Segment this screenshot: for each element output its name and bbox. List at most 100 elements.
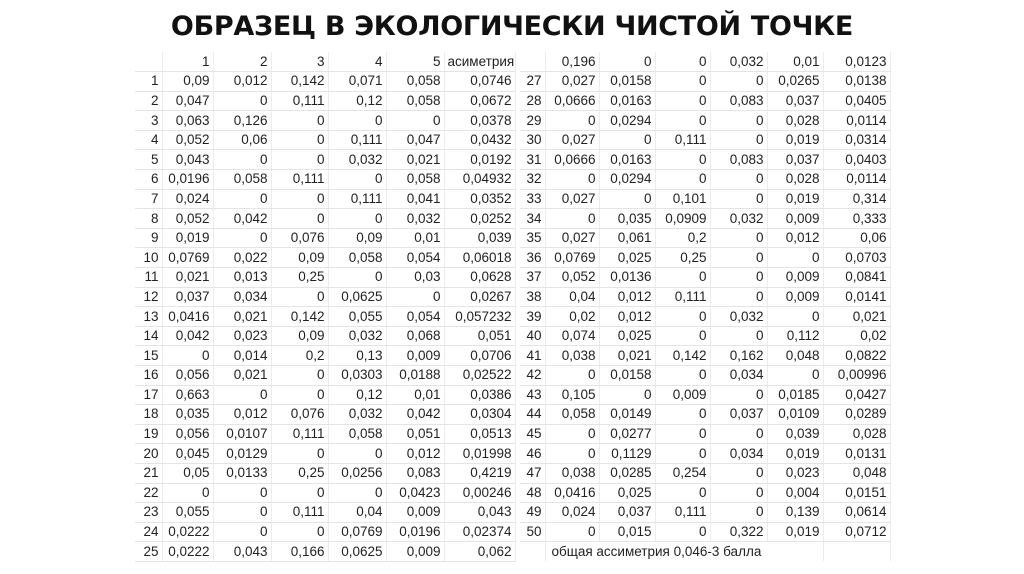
value-cell: 0 <box>271 522 329 543</box>
value-cell: 0,021 <box>386 149 445 171</box>
table-row: 13 0,0416 0,021 0,142 0,055 0,054 0,057232 <box>135 306 516 327</box>
table-row: 25 0,0222 0,043 0,166 0,0625 0,009 0,062 <box>135 541 516 562</box>
table-row: 38 0,04 0,012 0,111 0 0,009 0,0141 <box>520 287 891 308</box>
value-cell: 0 <box>655 71 711 92</box>
value-cell: 0 <box>545 443 600 464</box>
value-cell: 0 <box>655 52 711 73</box>
value-cell: 0,021 <box>599 345 656 366</box>
value-cell: 0 <box>213 502 272 523</box>
value-cell: 0 <box>545 365 600 386</box>
value-cell: 0,0294 <box>599 169 656 190</box>
value-cell: 0,061 <box>599 228 656 249</box>
value-cell: 0,0133 <box>213 463 272 484</box>
value-cell: 0,0256 <box>328 463 387 484</box>
value-cell: 0,058 <box>328 424 387 445</box>
value-cell: 0,02522 <box>444 365 516 386</box>
value-cell: 0,1129 <box>599 443 656 464</box>
value-cell: 0 <box>655 424 711 445</box>
value-cell: 0 <box>710 326 768 347</box>
value-cell: 0,063 <box>162 110 214 131</box>
value-cell: 0,06 <box>823 228 891 249</box>
row-number-cell: 30 <box>520 130 546 151</box>
row-number-cell: 27 <box>520 71 546 92</box>
value-cell: 0 <box>710 267 768 288</box>
table-row: 43 0,105 0 0,009 0 0,0185 0,0427 <box>520 385 891 406</box>
value-cell: 0,0163 <box>599 91 656 112</box>
value-cell: 0 <box>599 52 656 73</box>
value-cell: 0,051 <box>386 424 445 445</box>
value-cell: 0 <box>710 228 768 249</box>
value-cell: 0 <box>545 110 600 131</box>
value-cell: 0 <box>328 208 387 229</box>
table-row: 12 0,037 0,034 0 0,0625 0 0,0267 <box>135 287 516 308</box>
value-cell: 0 <box>328 267 387 288</box>
row-number-cell: 18 <box>135 404 163 425</box>
value-cell: 0,042 <box>213 208 272 229</box>
value-cell: 0,032 <box>710 208 768 229</box>
value-cell: 0 <box>545 208 600 229</box>
table-row: 10 0,0769 0,022 0,09 0,058 0,054 0,06018 <box>135 247 516 269</box>
value-cell: 0,0769 <box>328 522 387 543</box>
value-cell: 0,035 <box>599 208 656 229</box>
table-row: 14 0,042 0,023 0,09 0,032 0,068 0,051 <box>135 326 516 347</box>
value-cell: 0,663 <box>162 385 214 406</box>
value-cell: 0 <box>655 267 711 288</box>
value-cell: 0,254 <box>655 463 711 484</box>
row-number-cell: 37 <box>520 267 546 288</box>
value-cell: 0,142 <box>271 71 329 92</box>
value-cell: 0 <box>655 149 711 171</box>
value-cell: 0,013 <box>213 267 272 288</box>
value-cell: 0 <box>271 443 329 464</box>
value-cell: 0,0114 <box>823 110 891 131</box>
row-number-cell: 29 <box>520 110 546 131</box>
row-number-cell: 39 <box>520 306 546 327</box>
value-cell: 0 <box>545 522 600 543</box>
value-cell: 0,0123 <box>823 52 891 73</box>
value-cell: 0,0149 <box>599 404 656 425</box>
value-cell: 0,162 <box>710 345 768 366</box>
value-cell: 0,0131 <box>823 443 891 464</box>
value-cell: 0,0136 <box>599 267 656 288</box>
table-row: 23 0,055 0 0,111 0,04 0,009 0,043 <box>135 502 516 523</box>
table-row: 35 0,027 0,061 0,2 0 0,012 0,06 <box>520 228 891 249</box>
value-cell: 0,0706 <box>444 345 516 366</box>
value-cell: 0,111 <box>271 91 329 112</box>
value-cell: 0,0314 <box>823 130 891 151</box>
value-cell: 0 <box>655 91 711 112</box>
value-cell: 0,048 <box>767 345 824 366</box>
value-cell: 0,111 <box>271 424 329 445</box>
value-cell: 0,25 <box>655 247 711 269</box>
row-number-cell: 7 <box>135 189 163 210</box>
value-cell: 0,0703 <box>823 247 891 269</box>
value-cell: 0,04 <box>545 287 600 308</box>
row-number-cell: 43 <box>520 385 546 406</box>
value-cell: 0,139 <box>767 502 824 523</box>
value-cell: 0,039 <box>444 228 516 249</box>
table-row: 46 0 0,1129 0 0,034 0,019 0,0131 <box>520 443 891 464</box>
row-number-cell: 5 <box>135 149 163 171</box>
value-cell: 0,0138 <box>823 71 891 92</box>
row-number-cell <box>135 52 163 73</box>
value-cell: 0,04932 <box>444 169 516 190</box>
value-cell: 0,047 <box>386 130 445 151</box>
value-cell: 0 <box>710 110 768 131</box>
value-cell: 0 <box>655 326 711 347</box>
value-cell: 0 <box>767 247 824 269</box>
row-number-cell: 28 <box>520 91 546 112</box>
value-cell: 0,09 <box>271 326 329 347</box>
value-cell: 0 <box>271 385 329 406</box>
table-row: 48 0,0416 0,025 0 0 0,004 0,0151 <box>520 483 891 504</box>
value-cell: 0,083 <box>386 463 445 484</box>
value-cell: 0,0289 <box>823 404 891 425</box>
value-cell: 0,0386 <box>444 385 516 406</box>
value-cell: 0,01 <box>767 52 824 73</box>
value-cell: 0 <box>655 169 711 190</box>
row-number-cell: 35 <box>520 228 546 249</box>
value-cell: 0 <box>599 385 656 406</box>
value-cell: 0,015 <box>599 522 656 543</box>
value-cell: 0,00996 <box>823 365 891 386</box>
value-cell: 0,05 <box>162 463 214 484</box>
empty-cell <box>823 541 891 562</box>
value-cell: 0,048 <box>823 463 891 484</box>
value-cell: 0,019 <box>767 130 824 151</box>
